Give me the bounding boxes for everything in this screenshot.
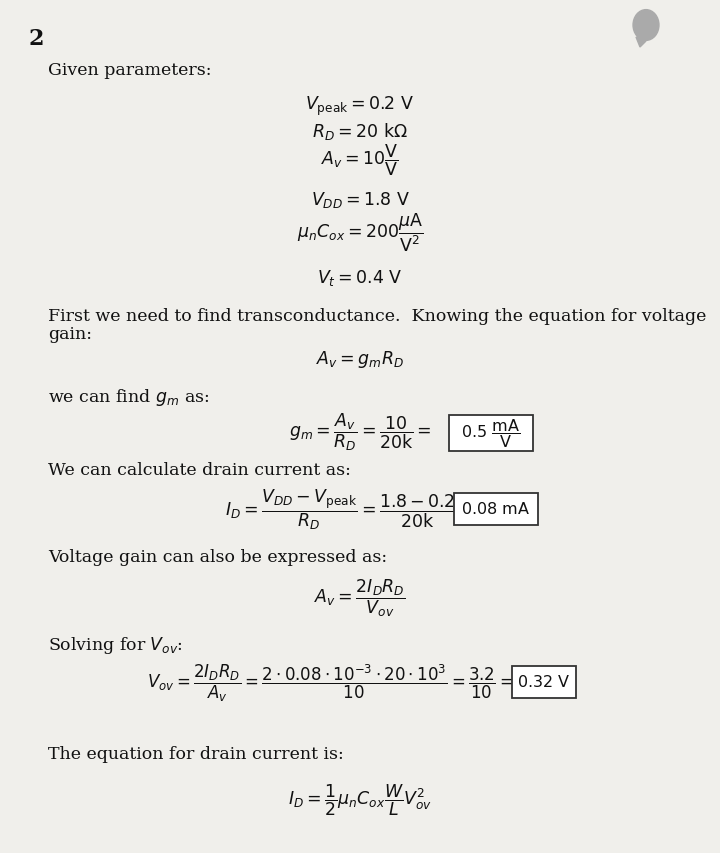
Text: $V_t = 0.4\ \mathrm{V}$: $V_t = 0.4\ \mathrm{V}$ [318,268,402,287]
Text: We can calculate drain current as:: We can calculate drain current as: [48,461,351,479]
Text: 2: 2 [28,28,43,50]
Text: we can find $g_m$ as:: we can find $g_m$ as: [48,386,210,408]
Text: Given parameters:: Given parameters: [48,62,212,79]
Text: $\mu_n C_{ox} = 200\dfrac{\mu\mathrm{A}}{\mathrm{V}^2}$: $\mu_n C_{ox} = 200\dfrac{\mu\mathrm{A}}… [297,212,423,254]
Text: The equation for drain current is:: The equation for drain current is: [48,746,343,762]
Text: $V_{DD} = 1.8\ \mathrm{V}$: $V_{DD} = 1.8\ \mathrm{V}$ [310,189,410,210]
Text: gain:: gain: [48,326,92,343]
Text: $V_{\mathrm{peak}} = 0.2\ \mathrm{V}$: $V_{\mathrm{peak}} = 0.2\ \mathrm{V}$ [305,95,415,118]
Text: $V_{ov} = \dfrac{2I_D R_D}{A_v} = \dfrac{2 \cdot 0.08 \cdot 10^{-3} \cdot 20 \cd: $V_{ov} = \dfrac{2I_D R_D}{A_v} = \dfrac… [147,662,513,703]
Text: $A_v = g_m R_D$: $A_v = g_m R_D$ [316,349,404,370]
Text: First we need to find transconductance.  Knowing the equation for voltage: First we need to find transconductance. … [48,308,706,325]
Text: Voltage gain can also be expressed as:: Voltage gain can also be expressed as: [48,548,387,566]
Text: $I_D = \dfrac{1}{2}\mu_n C_{ox} \dfrac{W}{L} V_{ov}^2$: $I_D = \dfrac{1}{2}\mu_n C_{ox} \dfrac{W… [288,781,432,817]
Text: $0.32\ \mathrm{V}$: $0.32\ \mathrm{V}$ [517,674,571,691]
Text: $0.08\ \mathrm{mA}$: $0.08\ \mathrm{mA}$ [462,501,531,518]
Text: $A_v = 10\dfrac{\mathrm{V}}{\mathrm{V}}$: $A_v = 10\dfrac{\mathrm{V}}{\mathrm{V}}$ [321,142,399,177]
Text: $R_D = 20\ \mathrm{k\Omega}$: $R_D = 20\ \mathrm{k\Omega}$ [312,120,408,142]
Text: $A_v = \dfrac{2I_D R_D}{V_{ov}}$: $A_v = \dfrac{2I_D R_D}{V_{ov}}$ [314,577,406,618]
Text: $0.5\ \dfrac{\mathrm{mA}}{\mathrm{V}}$: $0.5\ \dfrac{\mathrm{mA}}{\mathrm{V}}$ [462,417,521,450]
Text: Solving for $V_{ov}$:: Solving for $V_{ov}$: [48,635,183,655]
Text: $g_m = \dfrac{A_v}{R_D} = \dfrac{10}{20\mathrm{k}} = $: $g_m = \dfrac{A_v}{R_D} = \dfrac{10}{20\… [289,411,431,452]
Text: $I_D = \dfrac{V_{DD} - V_{\mathrm{peak}}}{R_D} = \dfrac{1.8 - 0.2}{20\mathrm{k}}: $I_D = \dfrac{V_{DD} - V_{\mathrm{peak}}… [225,487,475,531]
